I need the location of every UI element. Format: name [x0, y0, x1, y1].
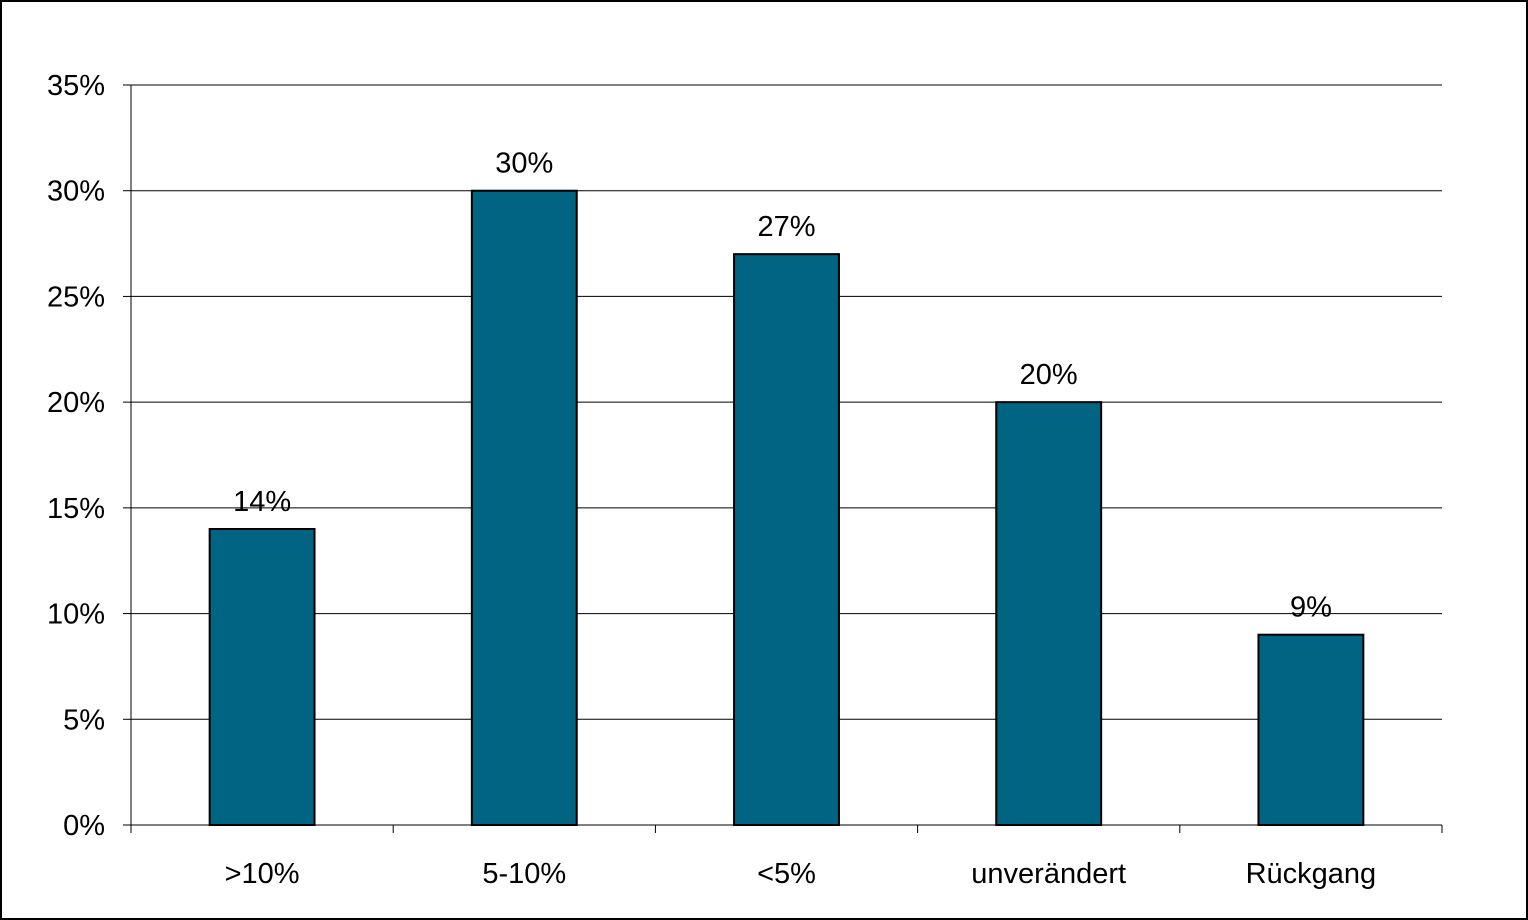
y-tick-label: 30% [47, 176, 105, 208]
data-label: 27% [757, 211, 815, 243]
data-label: 14% [233, 486, 291, 518]
x-category-labels: >10% 5-10% <5% unverändert Rückgang [225, 858, 1377, 890]
y-tick-label: 0% [63, 810, 105, 842]
y-tick-label: 10% [47, 599, 105, 631]
bar [995, 401, 1103, 826]
data-label: 9% [1290, 592, 1332, 624]
x-category-label: Rückgang [1246, 858, 1377, 890]
y-tick-label: 25% [47, 281, 105, 313]
y-tick-label: 20% [47, 387, 105, 419]
bar [470, 189, 578, 826]
data-label: 30% [495, 148, 553, 180]
y-tick-labels: 0% 5% 10% 15% 20% 25% 30% 35% [47, 70, 105, 842]
y-tick-label: 5% [63, 704, 105, 736]
y-tick-label: 15% [47, 493, 105, 525]
bars [208, 189, 1365, 827]
bar [733, 253, 840, 826]
y-tick-label: 35% [47, 70, 105, 102]
data-label: 20% [1020, 359, 1078, 391]
x-category-label: 5-10% [482, 858, 566, 890]
x-category-label: >10% [225, 858, 300, 890]
data-labels: 14% 30% 27% 20% 9% [233, 148, 1332, 624]
bar [1257, 633, 1365, 827]
x-category-label: <5% [757, 858, 816, 890]
x-category-label: unverändert [971, 858, 1126, 890]
bar [208, 528, 316, 826]
